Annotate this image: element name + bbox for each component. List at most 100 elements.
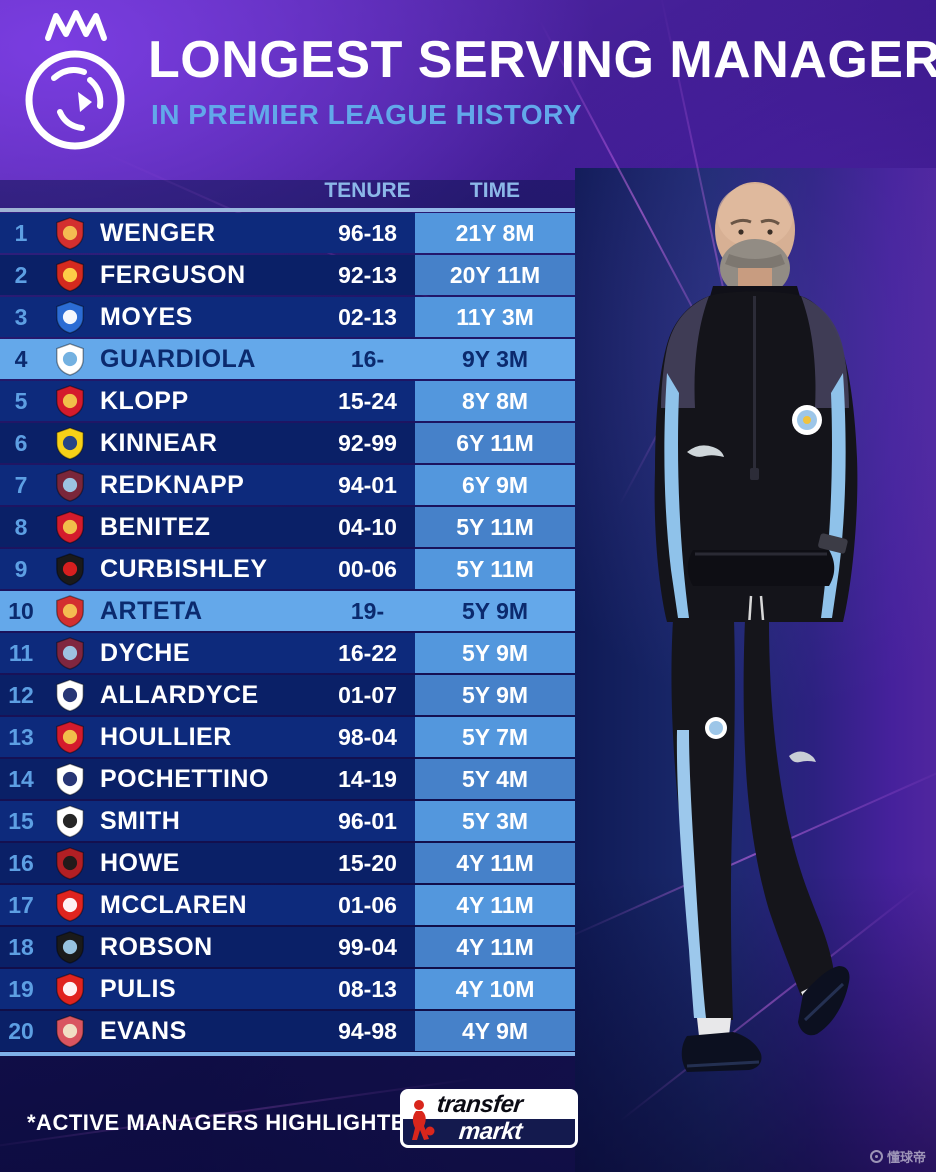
time-value: 5Y 11M — [415, 507, 575, 547]
club-badge-icon — [56, 637, 84, 670]
transfermarkt-kicker-icon — [412, 1100, 435, 1140]
tenure-value: 04-10 — [338, 513, 397, 540]
tenure-value: 15-24 — [338, 387, 397, 414]
time-value: 8Y 8M — [415, 381, 575, 421]
club-badge-icon — [56, 385, 84, 418]
badge-inner — [62, 939, 78, 955]
transfermarkt-word-top: transfer — [435, 1091, 524, 1119]
manager-name: ARTETA — [100, 596, 203, 625]
rank-number: 9 — [14, 555, 28, 582]
time-value: 6Y 11M — [415, 423, 575, 463]
table-bottom-border — [0, 1052, 575, 1056]
club-badge — [42, 678, 98, 712]
manager-name: ALLARDYCE — [100, 680, 259, 709]
table-row: 15 SMITH 96-01 5Y 3M — [0, 801, 575, 841]
time-value: 21Y 8M — [415, 213, 575, 253]
tenure-value: 16-22 — [338, 639, 397, 666]
badge-inner — [62, 729, 78, 745]
club-badge-icon — [56, 805, 84, 838]
badge-inner — [62, 687, 78, 703]
club-badge — [42, 636, 98, 670]
tenure-value: 08-13 — [338, 975, 397, 1002]
manager-name: ROBSON — [100, 932, 213, 961]
badge-inner — [62, 351, 78, 367]
club-badge-icon — [56, 847, 84, 880]
rank-number: 4 — [14, 345, 28, 372]
club-badge-icon — [56, 553, 84, 586]
manager-name: PULIS — [100, 974, 177, 1003]
table-row: 6 KINNEAR 92-99 6Y 11M — [0, 423, 575, 463]
club-badge — [42, 804, 98, 838]
rank-number: 18 — [8, 933, 34, 960]
tenure-value: 96-01 — [338, 807, 397, 834]
tenure-value: 01-07 — [338, 681, 397, 708]
rank-number: 7 — [14, 471, 28, 498]
manager-name: MOYES — [100, 302, 193, 331]
table-row: 14 POCHETTINO 14-19 5Y 4M — [0, 759, 575, 799]
active-managers-note: *ACTIVE MANAGERS HIGHLIGHTED — [27, 1110, 423, 1135]
time-value: 5Y 4M — [415, 759, 575, 799]
table-row: 17 MCCLAREN 01-06 4Y 11M — [0, 885, 575, 925]
club-badge — [42, 216, 98, 250]
badge-inner — [62, 561, 78, 577]
table-row: 20 EVANS 94-98 4Y 9M — [0, 1011, 575, 1051]
rank-number: 3 — [14, 303, 28, 330]
badge-inner — [62, 267, 78, 283]
club-badge — [42, 510, 98, 544]
club-badge-icon — [56, 889, 84, 922]
badge-inner — [62, 519, 78, 535]
rank-number: 13 — [8, 723, 34, 750]
table-row: 1 WENGER 96-18 21Y 8M — [0, 213, 575, 253]
manager-name: CURBISHLEY — [100, 554, 268, 583]
club-badge-icon — [56, 595, 84, 628]
table-row: 13 HOULLIER 98-04 5Y 7M — [0, 717, 575, 757]
table-row: 3 MOYES 02-13 11Y 3M — [0, 297, 575, 337]
rank-number: 14 — [8, 765, 34, 792]
manager-name: EVANS — [100, 1016, 187, 1045]
club-badge-icon — [56, 763, 84, 796]
club-badge — [42, 342, 98, 376]
tenure-value: 14-19 — [338, 765, 397, 792]
manager-name: DYCHE — [100, 638, 191, 667]
club-badge — [42, 762, 98, 796]
manager-name: KLOPP — [100, 386, 189, 415]
rank-number: 1 — [14, 219, 28, 246]
time-value: 5Y 9M — [415, 591, 575, 631]
badge-inner — [62, 771, 78, 787]
watermark-text: 懂球帝 — [886, 1150, 926, 1165]
tenure-value: 19- — [350, 597, 385, 624]
club-badge — [42, 258, 98, 292]
manager-name: POCHETTINO — [100, 764, 269, 793]
table-row: 18 ROBSON 99-04 4Y 11M — [0, 927, 575, 967]
table-row: 2 FERGUSON 92-13 20Y 11M — [0, 255, 575, 295]
badge-inner — [62, 981, 78, 997]
badge-inner — [62, 225, 78, 241]
badge-inner — [62, 897, 78, 913]
club-badge-icon — [56, 679, 84, 712]
club-badge-icon — [56, 1015, 84, 1048]
club-badge-icon — [56, 469, 84, 502]
tenure-value: 00-06 — [338, 555, 397, 582]
transfermarkt-word-bottom: markt — [457, 1117, 524, 1145]
manager-name: FERGUSON — [100, 260, 246, 289]
rank-number: 10 — [8, 597, 34, 624]
manager-name: SMITH — [100, 806, 181, 835]
rank-number: 12 — [8, 681, 34, 708]
tenure-value: 94-01 — [338, 471, 397, 498]
club-badge-icon — [56, 301, 84, 334]
time-value: 4Y 11M — [415, 885, 575, 925]
tenure-value: 99-04 — [338, 933, 397, 960]
tenure-value: 94-98 — [338, 1017, 397, 1044]
table-row: 11 DYCHE 16-22 5Y 9M — [0, 633, 575, 673]
club-badge — [42, 1014, 98, 1048]
manager-name: GUARDIOLA — [100, 344, 256, 373]
time-value: 5Y 9M — [415, 633, 575, 673]
watermark-ball-icon — [869, 1150, 883, 1163]
table-row: 12 ALLARDYCE 01-07 5Y 9M — [0, 675, 575, 715]
rank-number: 2 — [14, 261, 28, 288]
rank-number: 8 — [14, 513, 28, 540]
table-rows: 1 WENGER 96-18 21Y 8M 2 FERGUSON 92-13 2… — [0, 213, 575, 1053]
premier-league-lion-icon — [25, 10, 125, 150]
tenure-value: 92-99 — [338, 429, 397, 456]
